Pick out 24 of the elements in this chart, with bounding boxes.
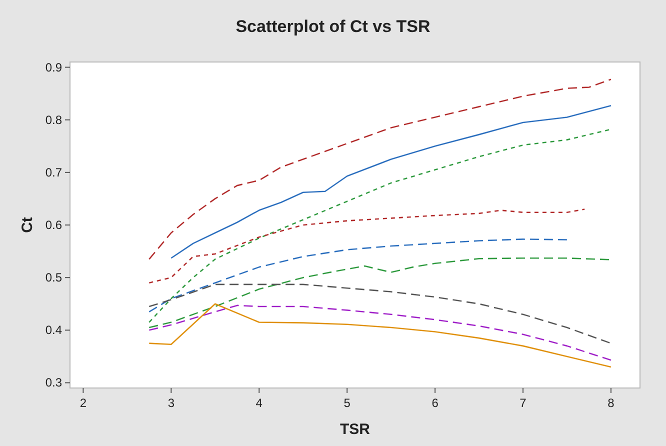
- line-series: [170, 104, 612, 259]
- x-tick-label: 5: [344, 396, 351, 410]
- y-tick-label: 0.9: [45, 60, 62, 74]
- x-tick-label: 6: [432, 396, 439, 410]
- line-series: [148, 78, 612, 260]
- y-tick-label: 0.4: [45, 323, 62, 338]
- x-tick-label: 8: [608, 396, 615, 410]
- y-tick-label: 0.3: [45, 376, 62, 390]
- x-tick-label: 4: [256, 396, 263, 410]
- line-series: [148, 208, 586, 284]
- line-series: [148, 128, 612, 323]
- x-tick-label: 3: [168, 396, 175, 410]
- line-series: [148, 284, 612, 344]
- x-tick-label: 7: [520, 396, 527, 410]
- y-axis-title: Ct: [19, 217, 36, 233]
- x-axis-title: TSR: [340, 421, 370, 438]
- y-tick-label: 0.7: [45, 165, 62, 180]
- chart-title: Scatterplot of Ct vs TSR: [236, 17, 430, 36]
- line-series: [148, 257, 612, 328]
- y-tick-label: 0.5: [45, 270, 62, 285]
- x-tick-label: 2: [80, 396, 87, 410]
- line-series: [148, 238, 568, 312]
- y-tick-label: 0.8: [45, 112, 62, 127]
- y-tick-label: 0.6: [45, 218, 62, 232]
